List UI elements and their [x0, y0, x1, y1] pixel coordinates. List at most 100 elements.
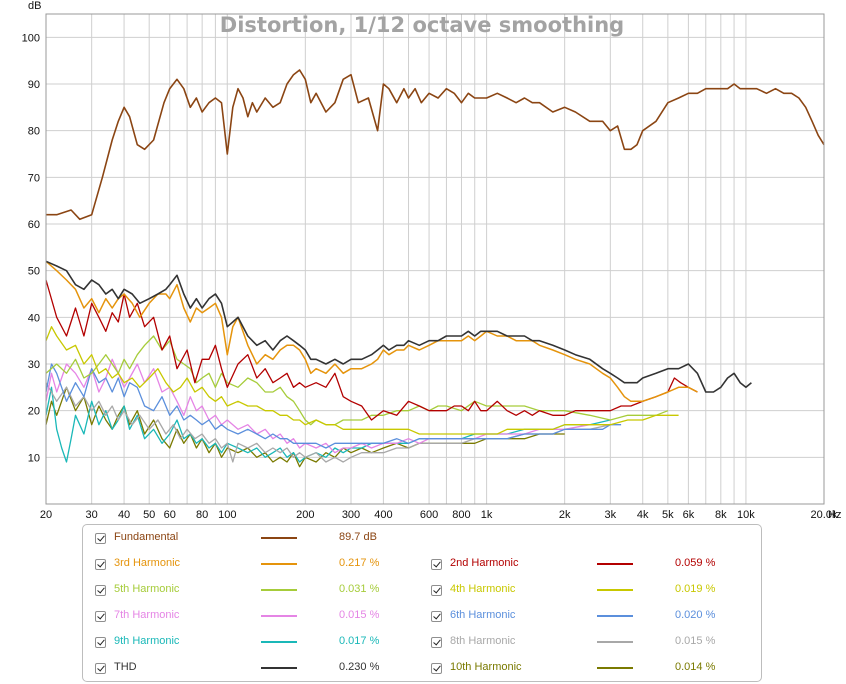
x-tick-label: 5k [662, 509, 674, 521]
legend-item-h2: 2nd Harmonic 0.059 % [431, 555, 751, 573]
y-tick-label: 70 [28, 172, 40, 184]
legend-value: 0.031 % [339, 583, 380, 595]
y-tick-label: 10 [28, 452, 40, 464]
x-tick-label: 600 [420, 509, 438, 521]
x-tick-label: 80 [196, 509, 208, 521]
legend-value: 0.230 % [339, 661, 380, 673]
legend-label: Fundamental [114, 531, 179, 543]
series-line-thd [45, 260, 752, 393]
plot-area [46, 14, 824, 504]
legend-checkbox-thd[interactable] [95, 662, 106, 674]
x-tick-label: 20.0k [811, 509, 838, 521]
legend-value: 0.020 % [675, 609, 716, 621]
legend-swatch [261, 563, 297, 565]
legend-value: 0.015 % [675, 635, 716, 647]
x-tick-label: 3k [605, 509, 617, 521]
legend-item-fundamental: Fundamental 89.7 dB [95, 529, 415, 547]
legend-swatch [261, 537, 297, 539]
legend-swatch [597, 641, 633, 643]
x-tick-label: 8k [715, 509, 727, 521]
legend-label: 10th Harmonic [450, 661, 522, 673]
legend-item-h8: 8th Harmonic 0.015 % [431, 633, 751, 651]
legend-swatch [597, 589, 633, 591]
y-tick-label: 100 [22, 32, 40, 44]
x-tick-label: 100 [218, 509, 236, 521]
x-tick-label: 60 [164, 509, 176, 521]
legend-value: 0.059 % [675, 557, 716, 569]
grid-lines [45, 14, 825, 504]
legend-value: 89.7 dB [339, 531, 377, 543]
plot-border [45, 13, 825, 505]
legend-checkbox-h3[interactable] [95, 558, 106, 570]
legend-item-h6: 6th Harmonic 0.020 % [431, 607, 751, 625]
tick-labels: 10 20 30 40 50 60 70 80 90 100 20 30 40 50 60 80 100 200 3… [22, 32, 838, 521]
series-line-h6 [45, 363, 622, 449]
legend-checkbox-h4[interactable] [431, 584, 442, 596]
x-tick-label: 200 [296, 509, 314, 521]
y-tick-label: 20 [28, 406, 40, 418]
legend-value: 0.015 % [339, 609, 380, 621]
x-tick-label: 400 [374, 509, 392, 521]
legend-swatch [261, 589, 297, 591]
legend-label: 6th Harmonic [450, 609, 516, 621]
legend-swatch [261, 641, 297, 643]
legend-value: 0.217 % [339, 557, 380, 569]
x-tick-label: 4k [637, 509, 649, 521]
legend-value: 0.014 % [675, 661, 716, 673]
legend-item-h9: 9th Harmonic 0.017 % [95, 633, 415, 651]
legend-swatch [597, 667, 633, 669]
legend-item-h3: 3rd Harmonic 0.217 % [95, 555, 415, 573]
series-lines [45, 69, 825, 468]
legend-label: 2nd Harmonic [450, 557, 519, 569]
legend-item-h10: 10th Harmonic 0.014 % [431, 659, 751, 677]
legend-checkbox-h10[interactable] [431, 662, 442, 674]
legend-swatch [261, 615, 297, 617]
legend-item-h4: 4th Harmonic 0.019 % [431, 581, 751, 599]
legend-swatch [597, 563, 633, 565]
legend-item-h5: 5th Harmonic 0.031 % [95, 581, 415, 599]
y-tick-label: 60 [28, 219, 40, 231]
series-line-h8 [45, 382, 611, 463]
legend-label: 5th Harmonic [114, 583, 180, 595]
x-tick-label: 2k [559, 509, 571, 521]
legend-panel: Fundamental 89.7 dB 2nd Harmonic 0.059 % 3rd… [82, 524, 762, 682]
x-tick-label: 40 [118, 509, 130, 521]
series-line-h4 [45, 326, 679, 435]
y-tick-label: 40 [28, 312, 40, 324]
legend-checkbox-h5[interactable] [95, 584, 106, 596]
legend-checkbox-h2[interactable] [431, 558, 442, 570]
series-line-h5 [45, 335, 669, 426]
y-axis-unit: dB [28, 0, 41, 12]
legend-item-h7: 7th Harmonic 0.015 % [95, 607, 415, 625]
x-tick-label: 6k [683, 509, 695, 521]
legend-checkbox-h6[interactable] [431, 610, 442, 622]
y-tick-label: 80 [28, 126, 40, 138]
legend-label: 9th Harmonic [114, 635, 180, 647]
legend-label: 8th Harmonic [450, 635, 516, 647]
series-line-h3 [45, 260, 698, 403]
y-tick-label: 30 [28, 359, 40, 371]
x-tick-label: 300 [342, 509, 360, 521]
legend-checkbox-h9[interactable] [95, 636, 106, 648]
x-tick-label: 800 [452, 509, 470, 521]
legend-checkbox-h7[interactable] [95, 610, 106, 622]
legend-label: 4th Harmonic [450, 583, 516, 595]
series-line-fundamental [46, 69, 825, 221]
x-tick-label: 10k [737, 509, 755, 521]
x-tick-label: 20 [40, 509, 52, 521]
x-tick-label: 50 [143, 509, 155, 521]
x-axis-unit: Hz [828, 509, 841, 521]
legend-label: THD [114, 661, 137, 673]
legend-swatch [597, 615, 633, 617]
legend-label: 7th Harmonic [114, 609, 180, 621]
distortion-chart: 10 20 30 40 50 60 70 80 90 100 20 30 40 50 60 80 100 200 3… [22, 0, 842, 521]
chart-title: Distortion, 1/12 octave smoothing [220, 13, 624, 37]
legend-value: 0.017 % [339, 635, 380, 647]
x-tick-label: 30 [86, 509, 98, 521]
legend-label: 3rd Harmonic [114, 557, 181, 569]
legend-value: 0.019 % [675, 583, 716, 595]
legend-checkbox-fundamental[interactable] [95, 532, 106, 544]
legend-checkbox-h8[interactable] [431, 636, 442, 648]
y-tick-label: 50 [28, 266, 40, 278]
legend-swatch [261, 667, 297, 669]
